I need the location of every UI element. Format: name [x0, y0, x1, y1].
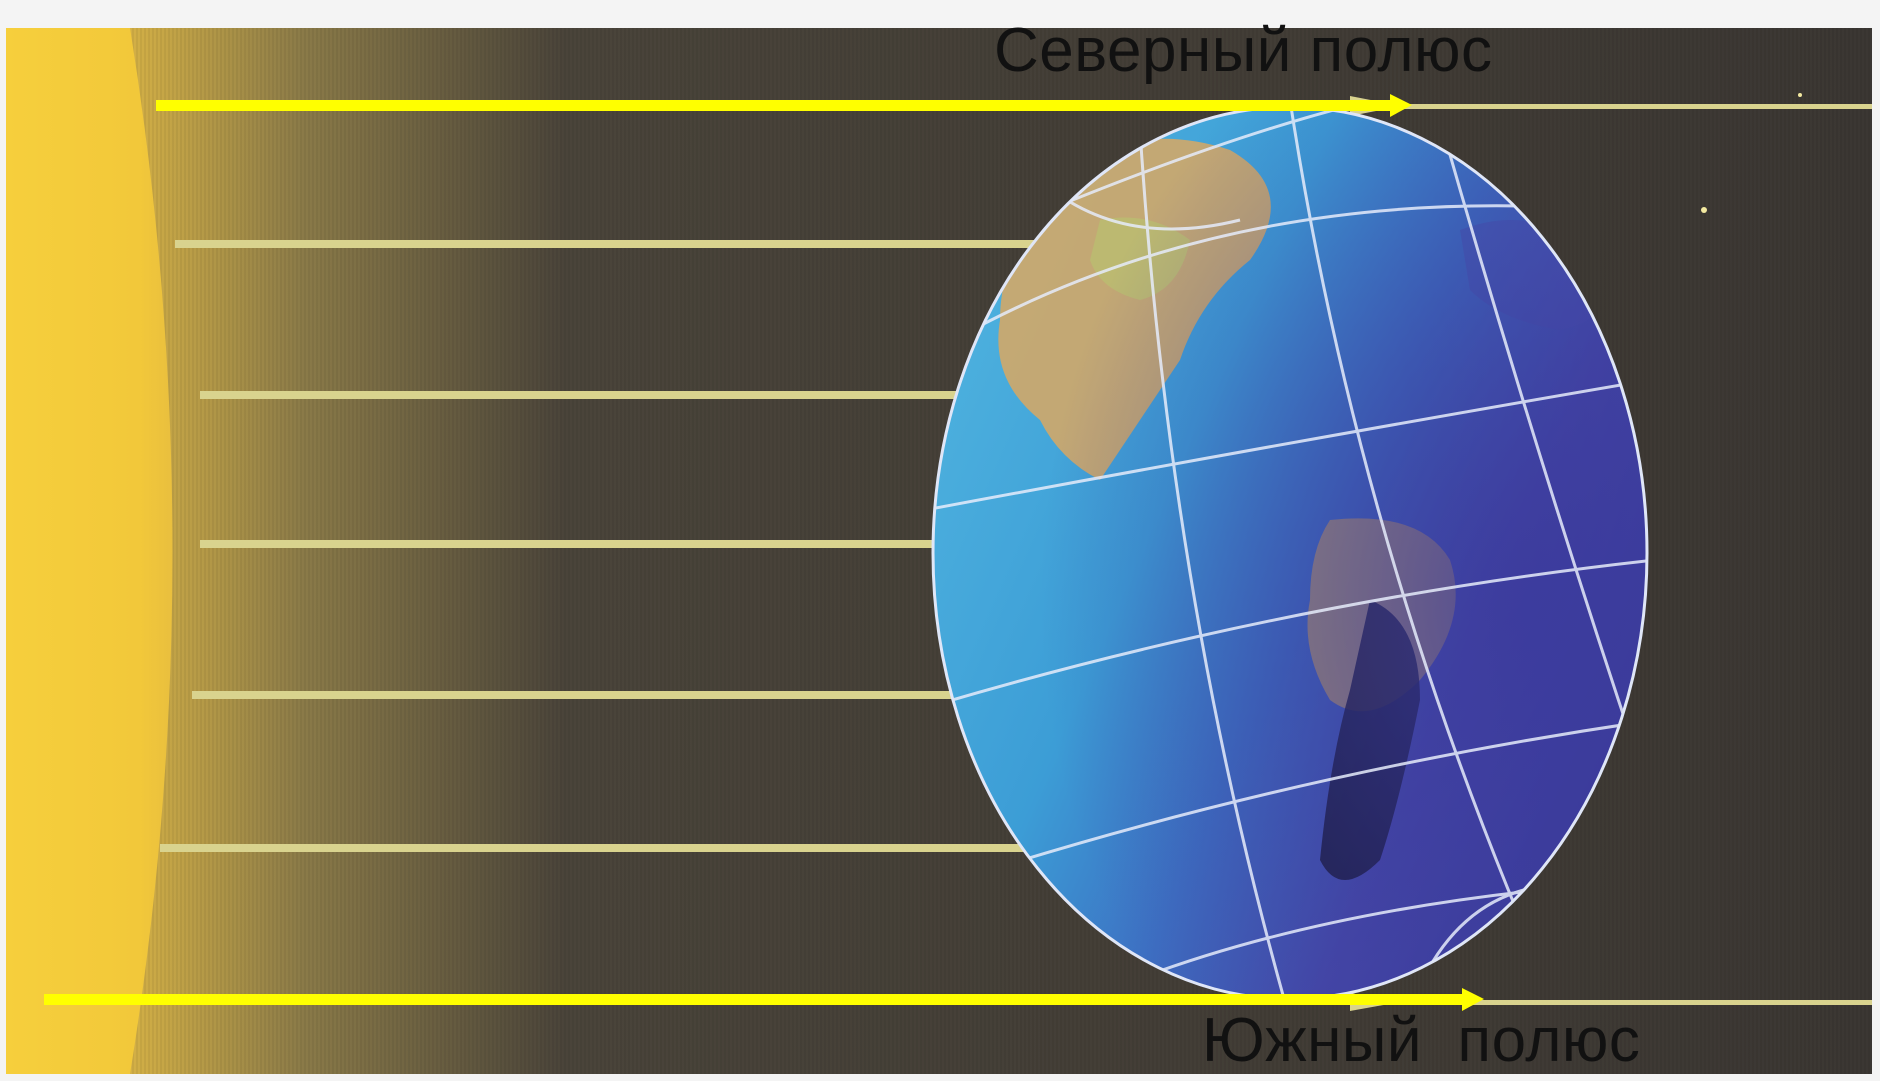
highlight-rays: [44, 94, 1484, 1011]
earth-globe-icon: [931, 105, 1649, 1001]
south-pole-ray: [44, 988, 1484, 1011]
north-pole-ray: [156, 94, 1412, 117]
sun-icon: [6, 28, 173, 1074]
globe-grid: [933, 107, 1647, 999]
south-pole-label: Южный полюс: [1202, 1006, 1641, 1075]
north-tangent-ray: [1180, 104, 1872, 109]
south-tangent-ray: [1210, 1000, 1872, 1005]
north-pole-label: Северный полюс: [994, 16, 1493, 85]
